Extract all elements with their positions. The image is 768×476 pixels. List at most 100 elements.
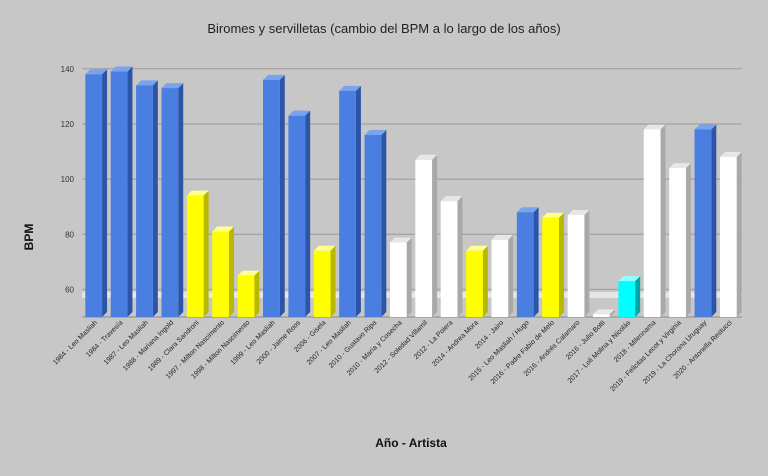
bar (237, 270, 260, 317)
bar-side (660, 124, 666, 317)
bar-top (85, 69, 108, 75)
bar-front (567, 214, 585, 317)
bar-side (736, 152, 742, 317)
bar-front (288, 115, 306, 318)
bar-top (567, 209, 590, 215)
bar-front (263, 79, 280, 318)
bar-top (288, 110, 311, 116)
y-tick-label: 120 (61, 120, 75, 129)
bar (719, 152, 742, 317)
bar-side (152, 80, 158, 317)
bar-front (593, 314, 610, 317)
bar-top (364, 129, 387, 135)
bar-side (203, 190, 209, 317)
bar-top (669, 163, 691, 169)
bar-top (593, 309, 615, 315)
bar-front (618, 281, 636, 317)
bar-front (85, 74, 103, 317)
bar (669, 163, 691, 317)
bar-top (719, 152, 742, 158)
bar-front (389, 242, 407, 317)
y-axis-ticks: 60 80 100 120 140 (61, 65, 75, 295)
bar (466, 245, 488, 317)
bar-front (466, 250, 483, 317)
bar-top (339, 85, 361, 91)
bar-side (508, 234, 514, 317)
y-tick-label: 60 (65, 285, 74, 294)
bar (618, 276, 641, 317)
floor-band (82, 291, 742, 298)
y-tick-label: 100 (61, 175, 75, 184)
bar-front (186, 195, 204, 317)
bar (389, 237, 412, 317)
bar-top (237, 270, 260, 276)
bar-front (516, 212, 534, 317)
bar-side (457, 196, 463, 317)
bar-front (161, 88, 179, 318)
bar-side (355, 85, 361, 317)
bar-front (542, 217, 559, 317)
bar-front (440, 201, 458, 317)
bar-top (643, 124, 666, 130)
bar-top (186, 190, 209, 196)
bar (567, 209, 590, 317)
bar-side (178, 83, 184, 318)
bar-top (110, 66, 133, 72)
bar (542, 212, 564, 317)
bar-side (635, 276, 641, 317)
bar-side (584, 209, 590, 317)
bar-front (212, 231, 229, 317)
bar-side (558, 212, 564, 317)
bar (136, 80, 158, 317)
bar-top (415, 154, 438, 160)
bar-side (711, 124, 717, 317)
bar-side (406, 237, 412, 317)
bar-side (533, 207, 539, 317)
bar (339, 85, 361, 317)
bar-top (618, 276, 641, 282)
bar-top (694, 124, 717, 130)
bar-top (389, 237, 412, 243)
bar-front (719, 157, 737, 317)
bar (593, 309, 615, 317)
x-axis-title: Año - Artista (375, 436, 447, 450)
bar-side (685, 163, 691, 317)
bar-side (279, 74, 285, 318)
bar (516, 207, 539, 317)
bar (440, 196, 463, 317)
bar-side (609, 309, 615, 317)
bar-side (305, 110, 311, 318)
bar (415, 154, 438, 317)
bar-front (136, 85, 153, 317)
bar (161, 83, 184, 318)
bar-top (542, 212, 564, 218)
bar-top (136, 80, 158, 86)
bar-top (313, 245, 336, 251)
bar (288, 110, 311, 318)
bars (85, 66, 742, 318)
bar-side (432, 154, 438, 317)
bar-front (313, 250, 331, 317)
bar-side (254, 270, 260, 317)
bar-front (364, 134, 382, 317)
bar-top (212, 226, 234, 232)
bar (85, 69, 108, 317)
bar-top (516, 207, 539, 213)
bar-side (102, 69, 108, 317)
bar-top (161, 83, 184, 89)
bar (186, 190, 209, 317)
bar (491, 234, 514, 317)
bar-front (491, 239, 509, 317)
bar-front (237, 275, 255, 317)
bar (313, 245, 336, 317)
bar (364, 129, 387, 317)
y-axis-title: BPM (22, 224, 36, 251)
bar-front (110, 71, 128, 318)
bar-side (228, 226, 234, 317)
bar-front (694, 129, 712, 317)
y-tick-label: 80 (65, 230, 74, 239)
bar (263, 74, 285, 318)
bar (694, 124, 717, 317)
